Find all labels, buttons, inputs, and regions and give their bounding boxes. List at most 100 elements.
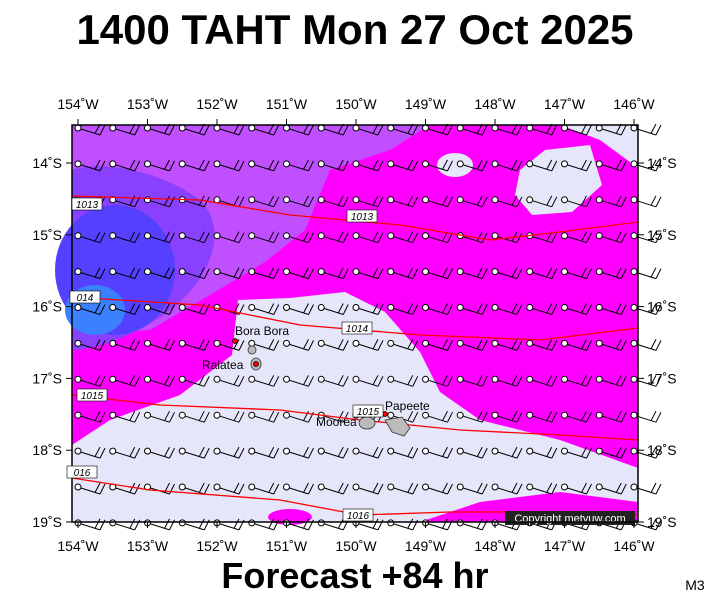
lon-label: 154˚W xyxy=(57,538,99,554)
wind-barb xyxy=(428,482,453,495)
wind-barb xyxy=(567,195,592,208)
barb-station xyxy=(595,411,603,419)
wind-barb xyxy=(219,375,245,387)
footer: Forecast +84 hr xyxy=(221,555,488,596)
wind-barb xyxy=(80,159,106,172)
barb-station xyxy=(630,232,638,240)
place-label: Papeete xyxy=(385,399,430,413)
barb-station xyxy=(178,447,186,455)
barb-station xyxy=(283,375,290,383)
barb-station xyxy=(213,339,221,347)
barb-station xyxy=(283,268,290,276)
barb-station xyxy=(109,339,117,347)
barb-station xyxy=(352,304,360,311)
barb-station xyxy=(630,447,638,455)
town xyxy=(232,338,238,344)
lon-label: 152˚W xyxy=(196,96,238,112)
barb-station xyxy=(387,375,395,383)
wind-barb xyxy=(324,303,349,315)
barb-station xyxy=(491,160,499,168)
barb-station xyxy=(74,232,82,240)
wind-barb xyxy=(185,375,210,387)
lat-label: 18˚S xyxy=(647,442,677,458)
barb-station xyxy=(178,304,186,311)
wind-barb xyxy=(324,195,349,208)
isobar-label: 1014 xyxy=(346,324,369,335)
wind-barb xyxy=(219,410,245,423)
barb-station xyxy=(491,483,499,491)
barb-station xyxy=(526,268,534,276)
barb-station xyxy=(109,519,117,527)
barb-station xyxy=(144,268,151,276)
barb-station xyxy=(178,268,186,276)
isobar xyxy=(71,195,639,241)
barb-station xyxy=(595,124,603,132)
lon-label: 148˚W xyxy=(474,96,516,112)
wind-barb xyxy=(289,159,314,172)
wind-barb xyxy=(150,303,175,315)
lon-label: 146˚W xyxy=(613,538,655,554)
isobar-label-box xyxy=(352,404,384,418)
barb-station xyxy=(317,304,325,311)
lon-label: 146˚W xyxy=(613,96,655,112)
wind-barb xyxy=(324,375,349,387)
place-label: Bora Bora xyxy=(235,324,289,338)
barb-station xyxy=(109,124,117,132)
barb-station xyxy=(352,375,360,383)
wind-barb xyxy=(324,410,349,423)
barb-station xyxy=(74,375,82,383)
barb-station xyxy=(561,268,568,276)
wind-barb xyxy=(115,159,141,172)
wind-barb xyxy=(636,375,662,387)
wind-barb xyxy=(185,231,210,244)
barb-station xyxy=(109,447,117,455)
barb-station xyxy=(109,375,117,383)
wind-barb xyxy=(497,482,523,495)
wind-barb xyxy=(254,375,280,387)
barb-station xyxy=(630,124,638,132)
wind-barb xyxy=(150,159,175,172)
wind-barb xyxy=(358,267,384,280)
wind-barb xyxy=(497,375,523,387)
wind-barb xyxy=(358,375,384,387)
isobar-label: 1015 xyxy=(357,407,380,418)
barb-station xyxy=(317,232,325,240)
wind-barb xyxy=(185,446,210,459)
barb-station xyxy=(456,411,464,419)
wind-barb xyxy=(358,303,384,315)
barb-station xyxy=(630,411,638,419)
wind-barb xyxy=(115,303,141,315)
wind-barb xyxy=(289,231,314,244)
wind-barb xyxy=(358,231,384,244)
barb-station xyxy=(178,160,186,168)
barb-station xyxy=(456,339,464,347)
lat-label: 17˚S xyxy=(32,370,62,386)
barb-station xyxy=(387,232,395,240)
barb-station xyxy=(144,160,151,168)
barb-station xyxy=(387,339,395,347)
wind-barb xyxy=(497,446,523,459)
wind-barb xyxy=(254,339,280,351)
barb-station xyxy=(422,411,429,419)
wind-barb xyxy=(219,231,245,244)
wind-barb xyxy=(532,195,558,208)
wind-barb xyxy=(463,446,488,459)
wind-barb xyxy=(602,231,627,244)
isobar-label-box xyxy=(346,209,378,223)
barb-station xyxy=(561,160,568,168)
barb-station xyxy=(213,483,221,491)
wind-barb xyxy=(80,446,106,459)
isobar-label: 1013 xyxy=(351,212,374,223)
wind-barb xyxy=(289,195,314,208)
lon-label: 148˚W xyxy=(474,538,516,554)
barb-station xyxy=(74,160,82,168)
barb-station xyxy=(248,196,256,204)
barb-station xyxy=(317,483,325,491)
lon-label: 151˚W xyxy=(266,538,308,554)
wind-barb xyxy=(289,375,314,387)
place-label: Raiatea xyxy=(202,358,244,372)
isobar-label-box xyxy=(71,197,103,211)
barb-station xyxy=(526,160,534,168)
wind-barb xyxy=(602,195,627,208)
isobar-label-box xyxy=(66,465,98,479)
